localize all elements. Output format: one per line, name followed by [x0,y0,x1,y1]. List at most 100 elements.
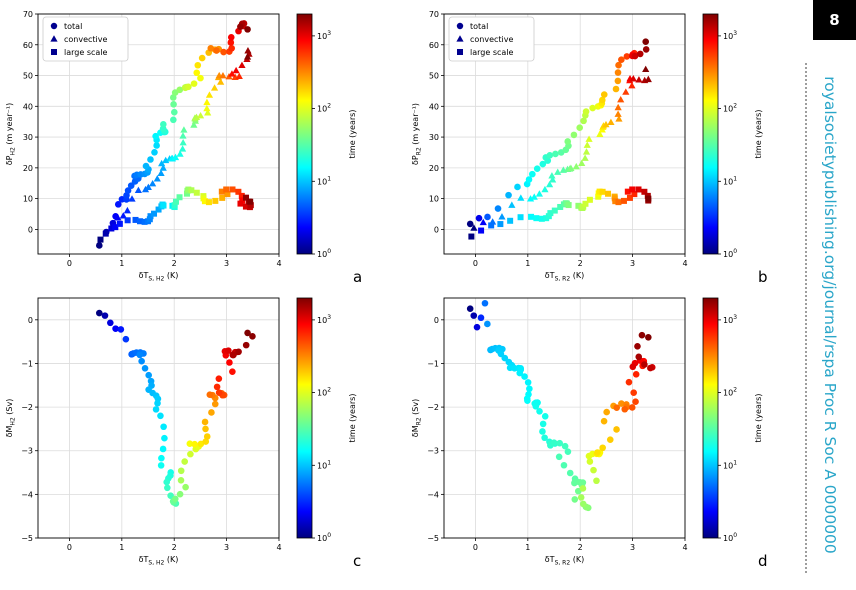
data-point [517,194,525,201]
data-point [205,199,212,206]
data-point [614,110,622,117]
data-point [146,216,153,223]
y-tick-label: 10 [23,195,33,204]
data-point [632,398,639,405]
y-tick-label: 0 [28,225,33,234]
data-point [217,78,225,85]
data-point [566,469,574,477]
colorbar-tick-exponent: 3 [327,30,331,37]
colorbar-gradient [702,13,719,255]
data-point [191,440,198,448]
data-point [631,52,639,60]
data-point [645,195,652,202]
data-point [521,373,528,380]
data-point [546,180,554,188]
data-point [635,186,642,193]
data-point [227,34,235,41]
data-point [570,131,578,139]
y-axis-subscript: R2 [416,417,423,425]
legend-frame [448,16,535,62]
colorbar-tick-label: 102 [723,387,737,398]
data-point [224,191,231,198]
x-tick-label: 3 [630,543,635,552]
data-point [494,205,502,212]
x-axis-label: δTS, R2 (K) [545,271,584,283]
data-point [151,210,158,217]
y-tick-label: −4 [21,490,33,499]
colorbar-tick-exponent: 2 [733,387,737,394]
data-point [645,333,652,341]
colorbar-tick-exponent: 0 [327,532,331,539]
axes-frame [443,13,686,255]
y-tick-label: 60 [429,41,439,50]
data-point [158,159,166,167]
data-point [153,175,161,182]
series-total [95,20,251,249]
data-point [142,162,150,170]
y-axis-label: δPH2 (m year⁻¹) [5,103,17,165]
colorbar-tick-label: 102 [723,103,737,114]
data-point [157,412,164,420]
colorbar-label: time (years) [348,110,357,159]
y-axis-label: δPR2 (m year⁻¹) [411,103,423,165]
data-point [647,364,654,372]
data-point [539,420,547,428]
colorbar-tick-exponent: 0 [733,532,737,539]
data-point [244,329,251,337]
data-point [613,404,621,411]
x-tick-label: 0 [473,543,478,552]
y-tick-label: 30 [429,133,439,142]
data-point [517,214,524,221]
data-point [170,101,177,108]
data-point [586,196,593,203]
data-point [642,65,650,72]
series-large-scale [468,186,652,240]
data-point [136,218,143,225]
data-point [526,195,535,202]
data-point [541,185,549,193]
data-point [595,193,602,200]
data-point [152,132,159,140]
data-point [602,120,610,128]
data-point [533,165,541,173]
data-point [210,84,219,91]
colorbar-tick-base: 10 [723,250,733,259]
journal-citation[interactable]: royalsocietypublishing.org/journal/rspa … [820,76,839,554]
data-point [644,75,652,83]
colorbar-tick-label: 102 [317,387,331,398]
colorbar-tick-base: 10 [723,105,733,114]
data-point [202,438,210,445]
data-point [582,108,590,115]
data-point [230,351,237,359]
data-point [634,343,641,350]
data-point [607,118,615,126]
colorbar-tick-label: 100 [317,532,331,543]
data-point [466,305,474,312]
series-total [466,299,656,512]
y-axis-subscript: H2 [10,417,17,426]
data-point [567,164,575,171]
data-point [505,191,512,199]
colorbar-tick-exponent: 1 [327,459,331,466]
colorbar-label: time (years) [754,110,763,159]
data-point [179,138,187,146]
data-point [235,348,242,356]
legend-label: convective [470,35,514,44]
data-point [583,141,591,148]
axes-frame [37,13,280,255]
data-point [194,61,202,69]
colorbar-gradient [296,297,313,539]
colorbar-tick-label: 100 [317,248,331,259]
data-point [138,357,145,365]
colorbar-tick-exponent: 3 [327,314,331,321]
data-point [484,320,491,328]
x-tick-label: 1 [525,259,530,268]
data-point [237,200,244,207]
data-point [468,233,475,240]
data-point [232,66,240,74]
data-point [188,187,195,194]
panel-letter: b [758,268,768,286]
data-point [147,213,154,220]
data-point [576,124,583,131]
